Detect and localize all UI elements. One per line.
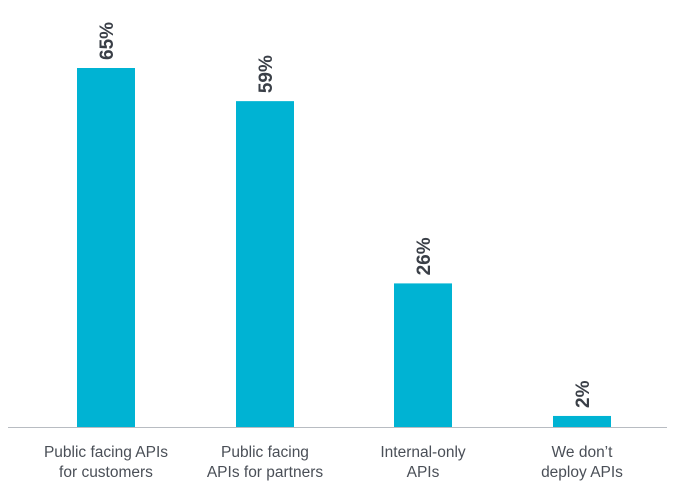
value-label-3: 2% xyxy=(573,380,594,408)
bar-1 xyxy=(236,101,294,427)
value-label-2: 26% xyxy=(414,237,435,275)
category-label-0-line-0: Public facing APIs xyxy=(44,444,168,461)
value-labels-group: 65% 59% 26% 2% xyxy=(97,22,594,408)
category-label-3-line-1: deploy APIs xyxy=(541,464,623,481)
category-label-2-line-0: Internal-only xyxy=(380,444,466,461)
value-label-1: 59% xyxy=(256,55,277,93)
value-label-0: 65% xyxy=(97,22,118,60)
bar-0 xyxy=(77,68,135,427)
category-label-1-line-0: Public facing xyxy=(221,444,309,461)
category-label-1-line-1: APIs for partners xyxy=(207,464,324,481)
bar-3 xyxy=(553,415,611,427)
category-labels-group: Public facing APIs for customers Public fa… xyxy=(44,444,623,481)
bars-group xyxy=(77,68,611,427)
category-label-2-line-1: APIs xyxy=(407,464,440,481)
bar-2 xyxy=(394,283,452,427)
category-label-0-line-1: for customers xyxy=(59,464,153,481)
category-label-3-line-0: We don’t xyxy=(552,444,614,461)
